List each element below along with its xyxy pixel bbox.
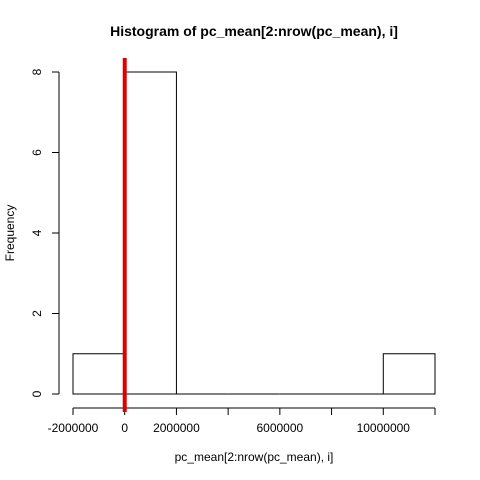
histogram-bar-0 bbox=[72, 353, 126, 395]
x-axis-title: pc_mean[2:nrow(pc_mean), i] bbox=[175, 450, 334, 464]
x-tick-label-2: 2000000 bbox=[153, 421, 200, 435]
x-tick-label-0: -2000000 bbox=[48, 421, 99, 435]
chart-title: Histogram of pc_mean[2:nrow(pc_mean), i] bbox=[110, 23, 398, 39]
histogram-bar-6 bbox=[382, 353, 436, 395]
y-tick-label-4: 8 bbox=[30, 68, 44, 75]
y-tick-label-3: 6 bbox=[30, 149, 44, 156]
x-tick-label-1: 0 bbox=[121, 421, 128, 435]
x-tick-label-4: 10000000 bbox=[357, 421, 411, 435]
histogram-bar-1 bbox=[124, 71, 177, 395]
y-tick-label-0: 0 bbox=[30, 390, 44, 397]
y-tick-label-2: 4 bbox=[30, 229, 44, 236]
y-tick-label-1: 2 bbox=[30, 310, 44, 317]
x-tick-label-3: 6000000 bbox=[256, 421, 303, 435]
y-axis: 0 2 4 6 8 bbox=[30, 68, 60, 397]
histogram-bars bbox=[72, 71, 436, 395]
x-axis: -2000000 0 2000000 6000000 10000000 bbox=[48, 407, 436, 435]
y-axis-title: Frequency bbox=[3, 205, 17, 262]
